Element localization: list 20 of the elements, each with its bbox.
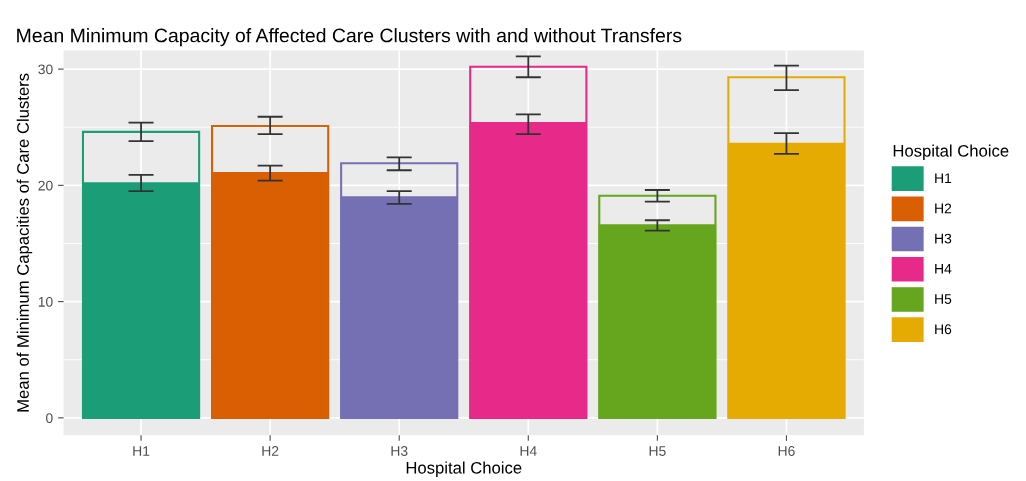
x-tick-label: H2 [262,446,279,456]
y-axis-title: Mean of Minimum Capacities of Care Clusters [16,73,33,412]
legend-label: H3 [935,233,952,244]
x-tick-label: H4 [520,446,537,456]
x-tick-label: H6 [778,446,795,456]
y-tick-label: 20 [38,180,53,191]
legend-label: H1 [935,173,952,183]
x-tick-label: H1 [133,446,150,456]
y-tick-label: 0 [46,413,53,424]
x-tick-label: H5 [649,446,666,456]
x-axis-title: Hospital Choice [406,461,522,477]
y-tick-label: 10 [38,296,53,307]
legend-label: H6 [935,324,952,335]
legend-label: H2 [935,203,952,214]
legend-title: Hospital Choice [893,144,1009,161]
x-tick-label: H3 [391,446,408,456]
legend-label: H4 [935,264,952,274]
chart-title: Mean Minimum Capacity of Affected Care Clusters with and without Transfers [17,28,682,47]
y-tick-label: 30 [38,64,53,75]
legend-label: H5 [935,294,952,304]
